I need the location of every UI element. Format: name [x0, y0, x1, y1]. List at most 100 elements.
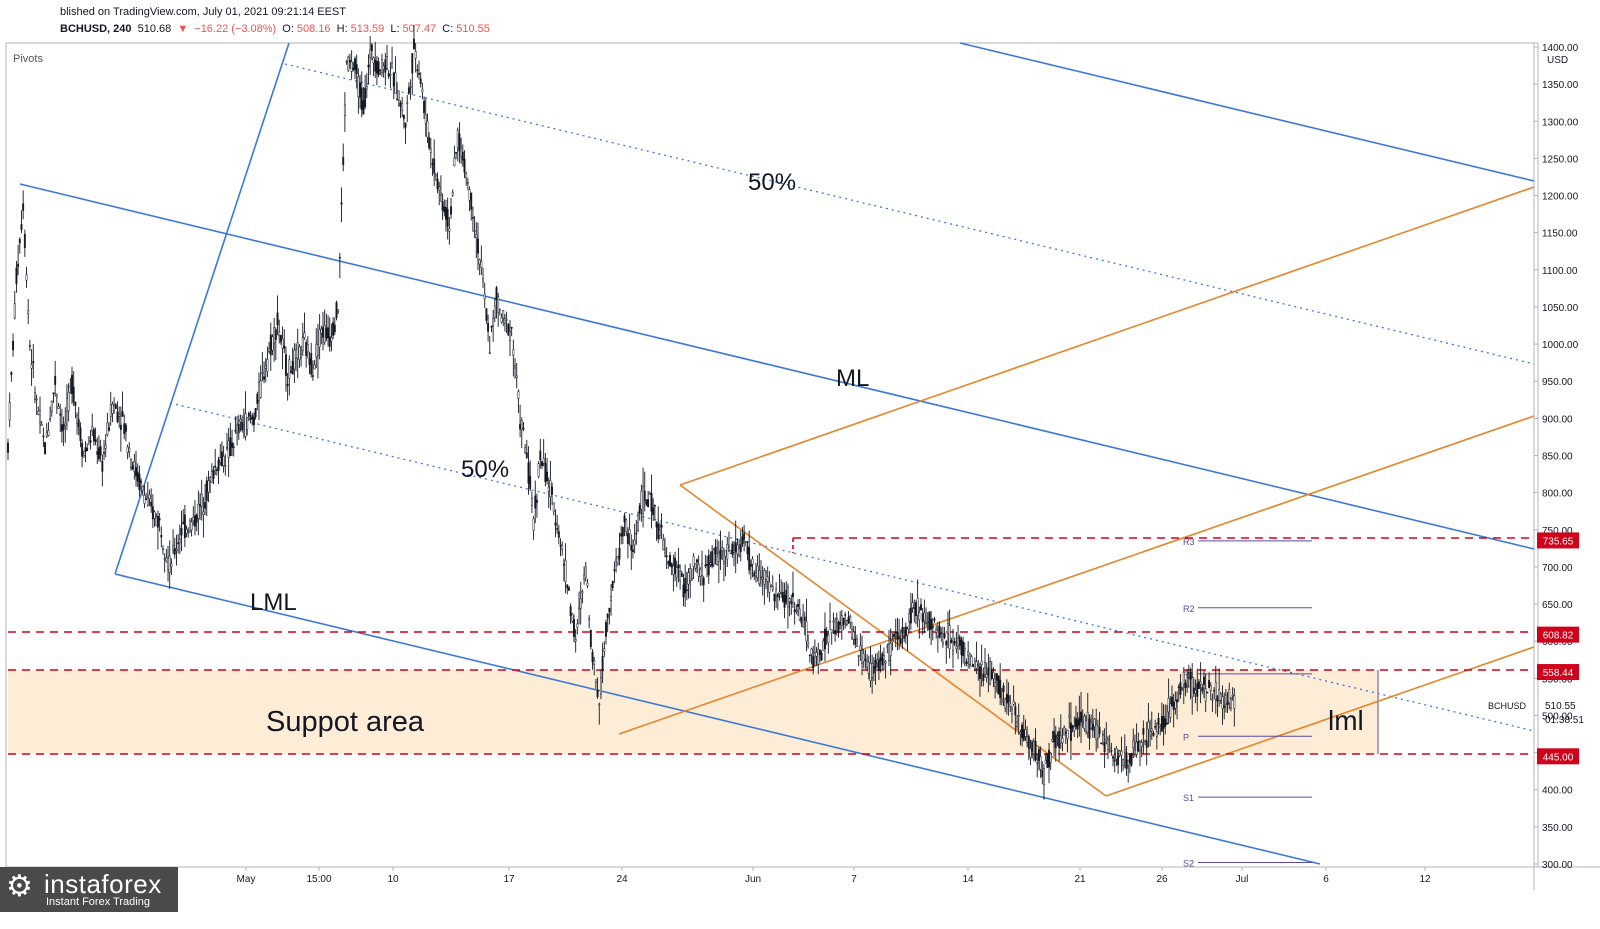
- time-tick-label: 6: [1323, 874, 1329, 885]
- pivots-indicator-label[interactable]: Pivots: [13, 53, 43, 65]
- pivot-label: P: [1183, 732, 1189, 742]
- candle-body: [17, 263, 20, 267]
- candle-body: [138, 473, 141, 490]
- candle-body: [818, 650, 821, 655]
- candle-body: [1165, 722, 1168, 725]
- candle-body: [109, 404, 112, 417]
- candle-body: [1063, 727, 1066, 736]
- candle-body: [1201, 687, 1204, 692]
- candle-body: [761, 577, 764, 580]
- candle-body: [785, 589, 788, 603]
- candle-body: [175, 549, 178, 551]
- candle-body: [962, 641, 965, 657]
- candle-body: [775, 589, 778, 596]
- candle-body: [1061, 738, 1064, 744]
- candle-body: [1080, 711, 1082, 722]
- time-tick-label: 21: [1074, 874, 1086, 885]
- candle-body: [701, 563, 703, 576]
- candle-body: [44, 442, 47, 454]
- candle-body: [407, 87, 410, 94]
- low-label: L:: [390, 23, 400, 35]
- candle-body: [712, 549, 715, 565]
- candle-body: [1214, 681, 1217, 700]
- candle-body: [653, 504, 656, 507]
- candle-body: [123, 423, 126, 435]
- candle-body: [1128, 753, 1131, 764]
- candle-body: [384, 59, 387, 73]
- instaforex-logo: ⚙ instaforex Instant Forex Trading: [0, 867, 178, 912]
- candle-body: [544, 463, 547, 482]
- candle-body: [448, 228, 451, 232]
- symbol-axis-label: BCHUSD: [1488, 701, 1527, 711]
- candle-body: [995, 673, 998, 681]
- candle-body: [1021, 724, 1024, 738]
- candle-body: [443, 206, 446, 213]
- candle-body: [433, 158, 436, 174]
- candle-body: [148, 494, 151, 500]
- candle-body: [328, 336, 331, 347]
- candle-body: [13, 303, 16, 319]
- candle-body: [337, 309, 340, 312]
- candle-body: [375, 61, 378, 74]
- candle-body: [1164, 718, 1167, 727]
- candle-body: [754, 572, 757, 577]
- annotation-lml-upper: LML: [250, 589, 297, 616]
- annotation-50-lower: 50%: [461, 456, 509, 483]
- candle-body: [534, 495, 537, 509]
- candle-body: [778, 591, 781, 594]
- candle-body: [743, 533, 746, 540]
- countdown-label: 01:38:51: [1545, 715, 1584, 726]
- candle-body: [500, 317, 503, 323]
- candle-body: [945, 641, 948, 646]
- candle-body: [1011, 708, 1013, 715]
- candle-body: [758, 570, 761, 585]
- candle-body: [214, 465, 217, 468]
- candle-body: [62, 424, 65, 430]
- candle-body: [1031, 742, 1034, 752]
- candle-body: [1044, 760, 1047, 764]
- candle-body: [249, 417, 252, 420]
- candle-body: [352, 67, 355, 70]
- candle-body: [647, 499, 650, 508]
- candle-body: [455, 152, 458, 154]
- candle-body: [719, 550, 722, 560]
- candle-body: [471, 217, 474, 219]
- close-value: 510.55: [456, 23, 490, 35]
- candle-body: [12, 340, 15, 351]
- price-axis[interactable]: 1400.00 1350.00 1300.00 1250.00 1200.00 1150.…: [1534, 43, 1579, 871]
- candle-body: [32, 361, 35, 364]
- candle-body: [423, 100, 426, 114]
- candle-body: [414, 51, 417, 59]
- candle-body: [909, 607, 912, 624]
- candle-body: [947, 623, 949, 634]
- candle-body: [69, 385, 72, 388]
- candle-body: [709, 562, 712, 565]
- candle-body: [170, 563, 173, 567]
- candle-body: [517, 391, 520, 399]
- candle-body: [300, 354, 303, 358]
- candle-body: [525, 452, 528, 458]
- candle-body: [284, 354, 287, 376]
- candle-body: [477, 238, 479, 254]
- candle-body: [1054, 734, 1057, 749]
- candle-body: [1208, 679, 1210, 688]
- candle-body: [598, 703, 601, 706]
- candle-body: [716, 556, 719, 565]
- candle-body: [1049, 752, 1052, 763]
- candle-body: [209, 477, 212, 481]
- candle-body: [1179, 682, 1182, 695]
- candle-body: [128, 447, 131, 452]
- candle-body: [736, 544, 739, 555]
- candle-body: [687, 572, 690, 585]
- candle-body: [1075, 718, 1077, 727]
- candle-body: [150, 501, 153, 507]
- candle-body: [1039, 756, 1042, 770]
- candle-body: [99, 446, 102, 456]
- candle-body: [997, 675, 1000, 695]
- candle-body: [672, 565, 675, 575]
- candle-body: [439, 192, 442, 196]
- candle-body: [955, 646, 958, 650]
- symbol-label[interactable]: BCHUSD, 240: [60, 23, 132, 35]
